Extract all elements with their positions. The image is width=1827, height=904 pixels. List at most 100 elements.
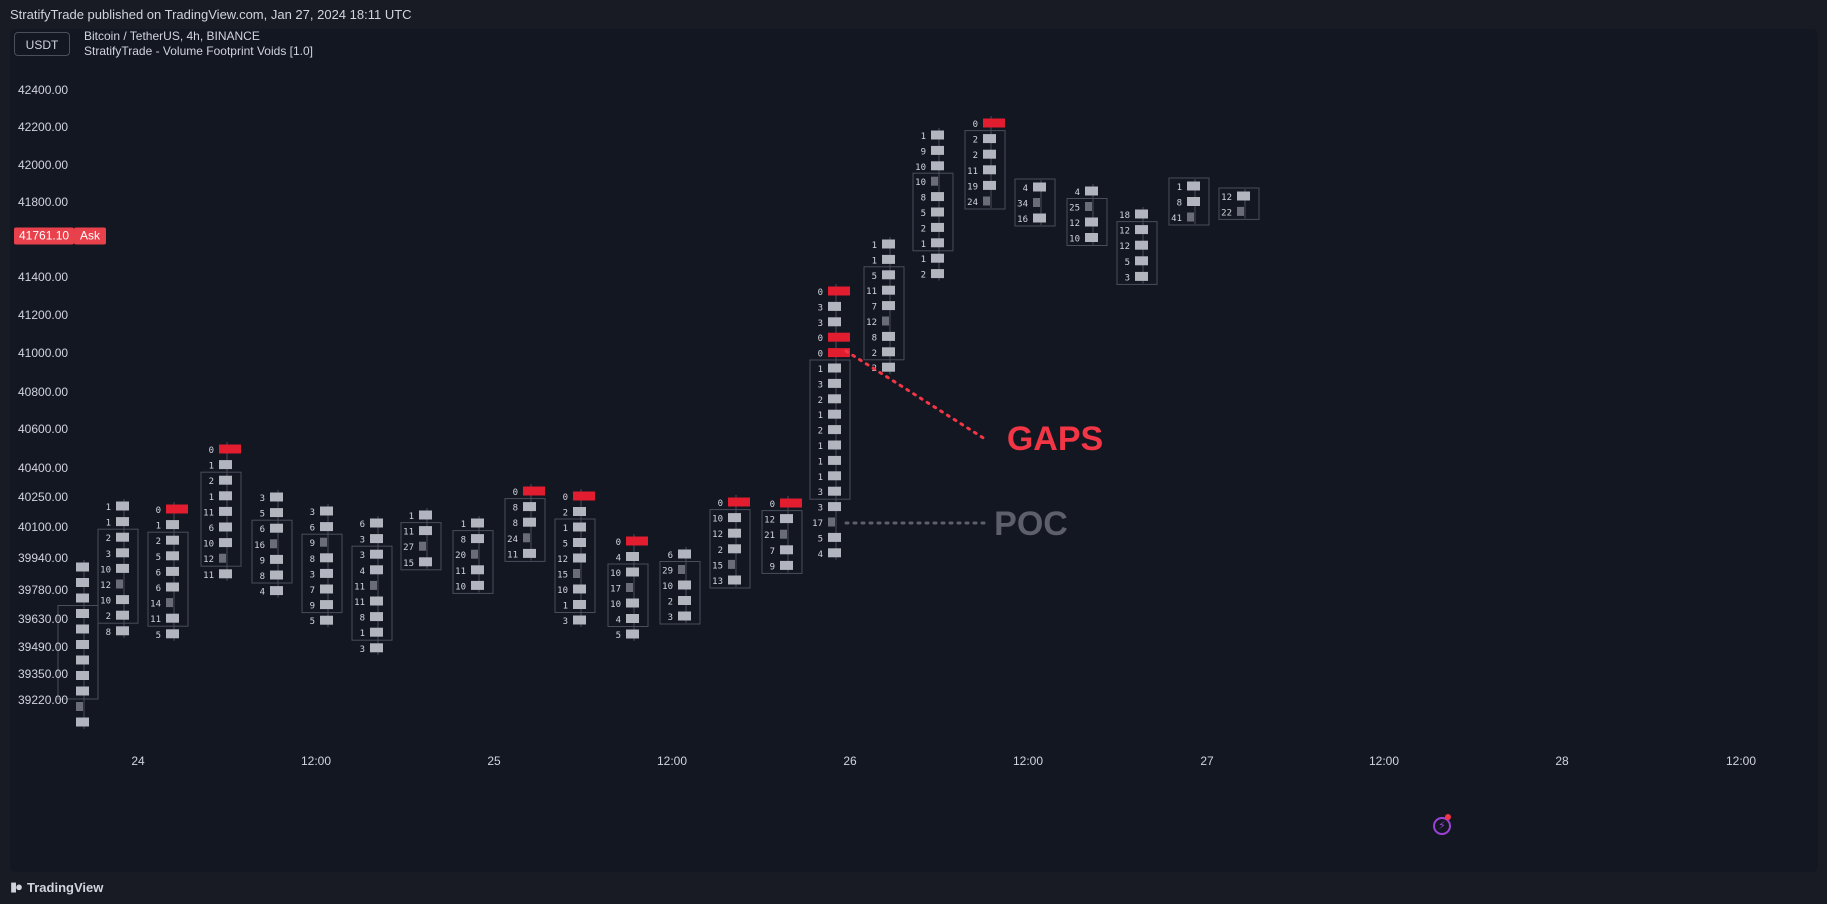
volume-number: 0: [718, 499, 723, 509]
volume-bar: [76, 640, 89, 649]
volume-bar: [370, 534, 383, 544]
volume-bar: [419, 526, 432, 536]
volume-number: 4: [616, 554, 621, 564]
volume-number: 8: [872, 333, 877, 343]
volume-bar: [76, 671, 89, 680]
time-label: 24: [131, 754, 145, 768]
volume-bar: [320, 506, 333, 516]
volume-number: 11: [150, 615, 161, 625]
poc-bar: [419, 541, 426, 551]
poc-bar: [626, 583, 633, 592]
poc-bar: [882, 316, 889, 326]
volume-number: 25: [1069, 204, 1080, 214]
volume-number: 10: [203, 540, 214, 550]
volume-bar: [116, 532, 129, 542]
volume-bar: [320, 553, 333, 563]
symbol-button[interactable]: USDT: [14, 32, 70, 56]
value-area-box: [964, 130, 1006, 210]
volume-number: 7: [310, 586, 315, 596]
volume-number: 10: [712, 515, 723, 525]
volume-number: 3: [310, 508, 315, 518]
volume-bar: [1033, 213, 1046, 223]
volume-number: 11: [866, 287, 877, 297]
volume-number: 18: [1119, 211, 1130, 221]
volume-number: 0: [513, 488, 518, 498]
volume-bar: [166, 629, 179, 639]
volume-number: 11: [507, 550, 518, 560]
volume-number: 5: [260, 510, 265, 520]
volume-number: 24: [967, 198, 978, 208]
volume-number: 20: [455, 551, 466, 561]
volume-bar: [1135, 225, 1148, 235]
volume-bar: [1135, 209, 1148, 219]
volume-number: 1: [1177, 183, 1182, 193]
volume-number: 3: [818, 303, 823, 313]
volume-bar: [116, 595, 129, 605]
volume-number: 1: [818, 365, 823, 375]
volume-bar: [270, 523, 283, 533]
volume-bar: [573, 507, 586, 516]
volume-number: 2: [718, 546, 723, 556]
poc-bar: [166, 598, 173, 608]
volume-number: 27: [403, 543, 414, 553]
volume-bar: [1187, 197, 1200, 206]
volume-number: 1: [818, 473, 823, 483]
value-area-box: [912, 172, 954, 252]
volume-number: 8: [260, 572, 265, 582]
volume-bar: [219, 491, 232, 501]
poc-bar: [931, 176, 938, 186]
volume-number: 13: [712, 577, 723, 587]
volume-number: 8: [106, 628, 111, 638]
value-area-box: [1014, 178, 1056, 227]
price-label: 42000.00: [18, 158, 69, 172]
volume-bar: [116, 501, 129, 511]
poc-bar: [1187, 212, 1194, 222]
chart-area[interactable]: USDT Bitcoin / TetherUS, 4h, BINANCE Str…: [10, 29, 1818, 872]
volume-number: 12: [712, 530, 723, 540]
volume-number: 11: [403, 528, 414, 538]
volume-bar: [1135, 256, 1148, 266]
poc-bar: [116, 579, 123, 589]
volume-number: 11: [455, 567, 466, 577]
volume-number: 3: [1125, 273, 1130, 283]
lightning-icon[interactable]: ⚡: [1433, 817, 1451, 835]
volume-bar: [626, 629, 639, 639]
poc-bar: [828, 517, 835, 527]
price-label: 41800.00: [18, 195, 69, 209]
volume-number: 7: [872, 303, 877, 313]
volume-number: 5: [921, 209, 926, 219]
volume-number: 22: [1221, 208, 1232, 218]
volume-bar: [471, 580, 484, 590]
volume-number: 2: [921, 224, 926, 234]
volume-bar: [270, 508, 283, 518]
price-label: 39630.00: [18, 612, 69, 626]
footprint-chart[interactable]: 1123101210280125661411501211161012113561…: [10, 29, 1818, 872]
volume-number: 5: [616, 631, 621, 641]
volume-bar: [166, 613, 179, 623]
value-area-box: [200, 471, 242, 567]
value-area-box: [301, 533, 343, 614]
volume-bar: [931, 222, 944, 232]
volume-number: 2: [973, 136, 978, 146]
volume-number: 1: [409, 512, 414, 522]
volume-number: 4: [1023, 184, 1028, 194]
volume-bar: [573, 522, 586, 532]
poc-bar: [1033, 198, 1040, 207]
price-label: 42200.00: [18, 120, 69, 134]
volume-bar: [116, 626, 129, 636]
volume-bar: [116, 548, 129, 558]
volume-number: 12: [1221, 193, 1232, 203]
value-area-box: [57, 605, 99, 700]
volume-bar: [828, 471, 841, 481]
volume-number: 15: [557, 571, 568, 581]
volume-bar: [471, 565, 484, 575]
legend-symbol: Bitcoin / TetherUS, 4h, BINANCE: [84, 29, 260, 43]
value-area-box: [452, 530, 494, 594]
tradingview-logo[interactable]: ▮● TradingView: [10, 877, 103, 897]
volume-number: 1: [360, 629, 365, 639]
volume-number: 6: [260, 525, 265, 535]
volume-bar: [931, 192, 944, 202]
volume-number: 8: [1177, 199, 1182, 209]
volume-number: 1: [156, 522, 161, 532]
poc-bar: [573, 569, 580, 578]
